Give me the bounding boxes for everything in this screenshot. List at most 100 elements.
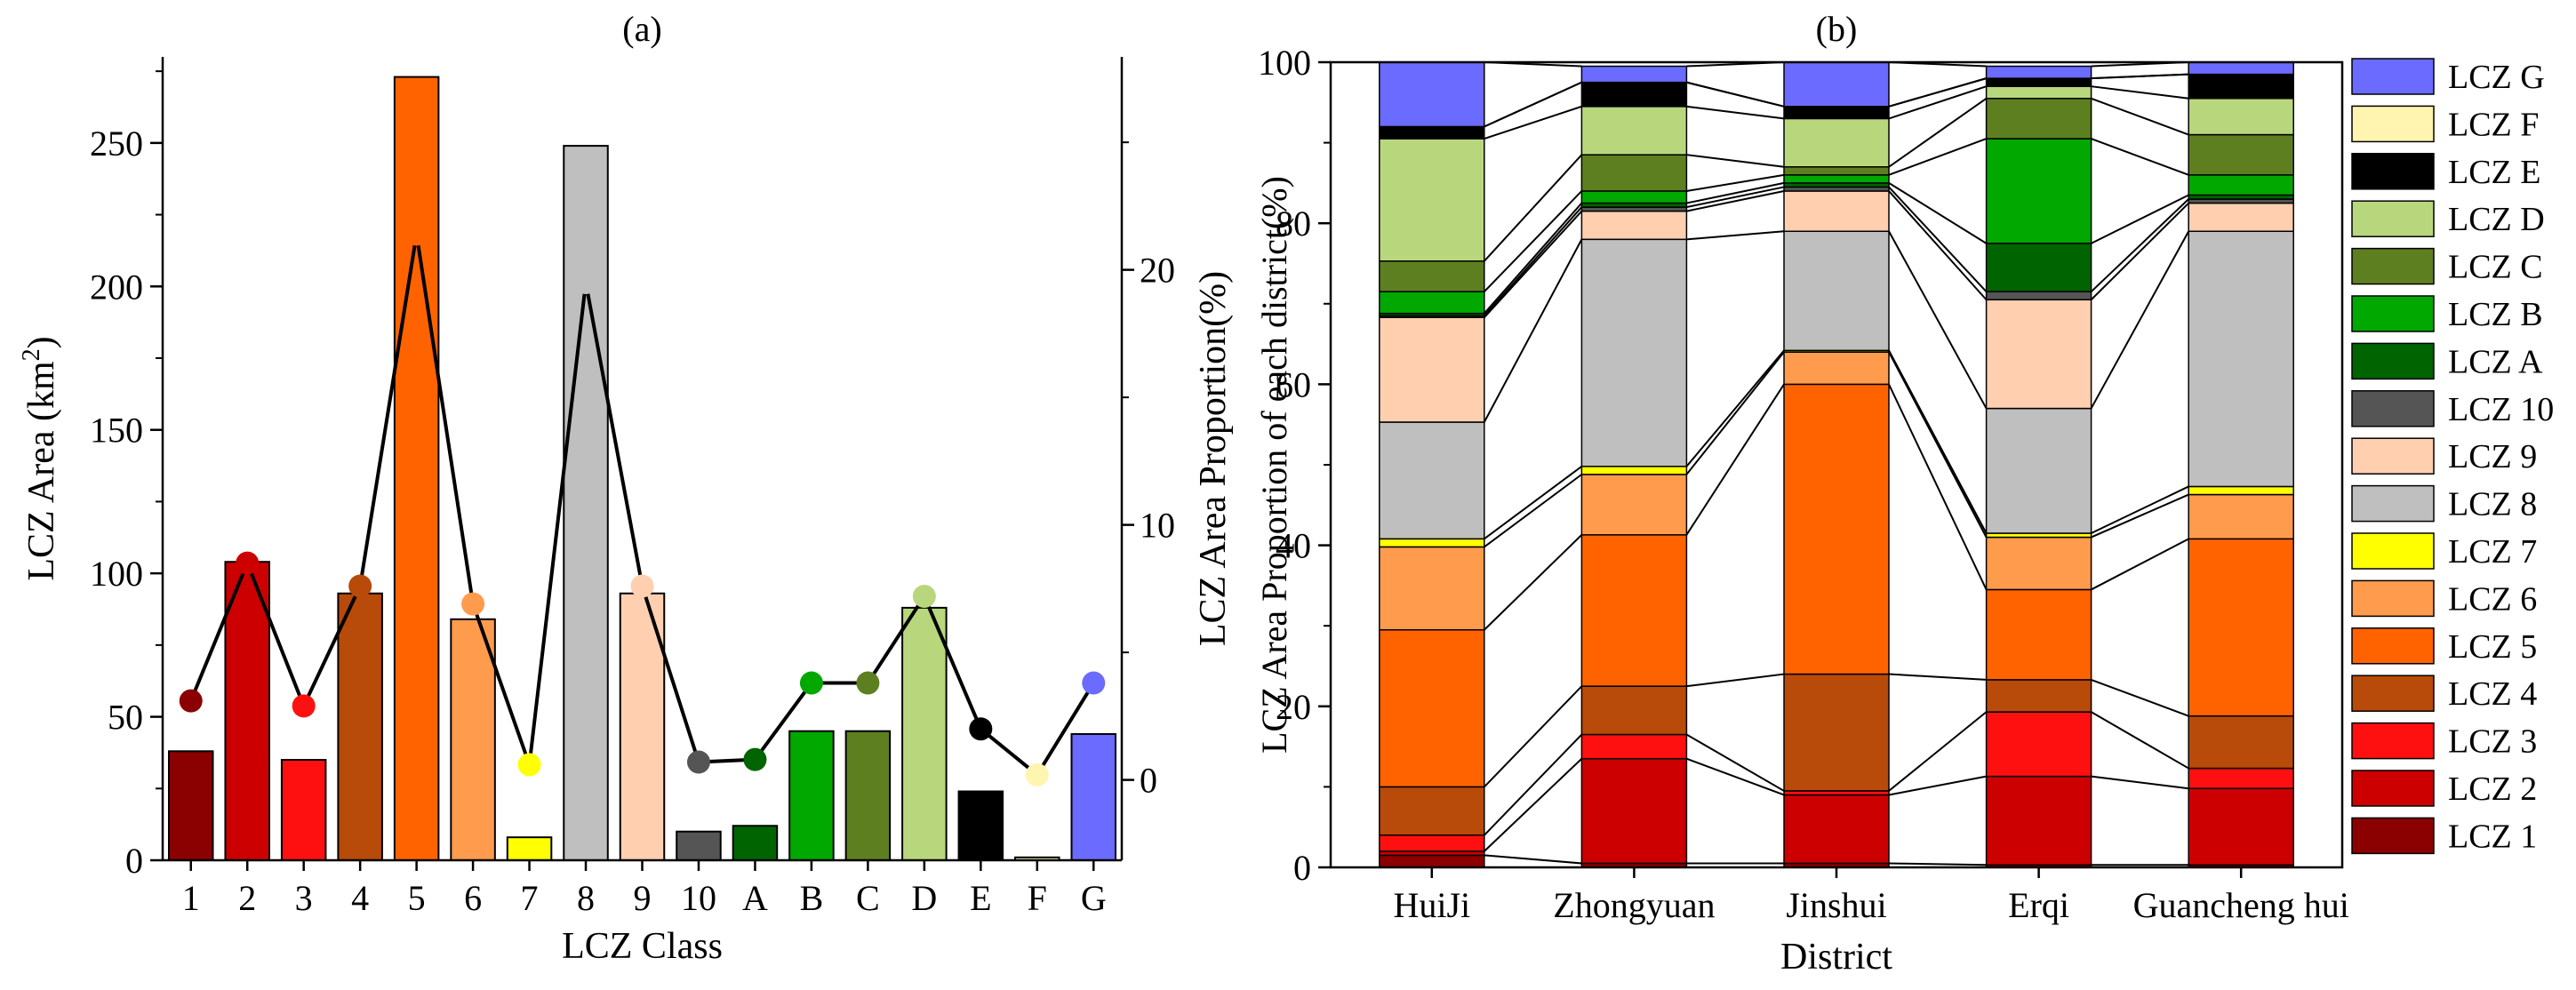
segment-Jinshui-LCZ-5 — [1783, 383, 1890, 675]
x-tick-label-8: 8 — [577, 878, 595, 918]
connector-line — [1484, 81, 1582, 128]
legend-swatch-LCZ-1 — [2351, 817, 2435, 855]
connector-line — [1484, 206, 1583, 317]
segment-HuiJi-LCZ-C — [1379, 260, 1485, 292]
bar-2 — [224, 561, 270, 861]
segment-Zhongyuan-LCZ-3 — [1580, 733, 1688, 760]
connector-line — [1484, 757, 1583, 852]
connector-line — [1888, 230, 1988, 410]
connector-line — [1483, 238, 1583, 423]
segment-Jinshui-LCZ-G — [1783, 61, 1890, 108]
segment-HuiJi-LCZ-9 — [1379, 316, 1485, 423]
panel-b-chart: 0 20 40 60 80 100 HuiJi Zhongyuan Jinshui Erqi Gua… — [1254, 9, 2554, 978]
segment-Erqi-LCZ-2 — [1985, 775, 2092, 866]
segment-Jinshui-LCZ-9 — [1783, 190, 1890, 233]
x-tick-label-D: D — [911, 878, 937, 918]
legend-swatch-LCZ-3 — [2351, 722, 2435, 760]
connector-line — [1888, 138, 1987, 176]
x-tick-label-10: 10 — [681, 878, 716, 918]
proportion-point-10 — [686, 750, 710, 774]
x-tick-label-A: A — [742, 878, 768, 918]
segment-HuiJi-LCZ-1 — [1379, 854, 1485, 868]
connector-line — [1484, 202, 1583, 315]
segment-Guancheng-hui-LCZ-8 — [2188, 230, 2294, 488]
connector-line — [2090, 198, 2189, 292]
proportion-point-9 — [630, 574, 654, 598]
segment-Zhongyuan-LCZ-5 — [1580, 534, 1688, 687]
connector-line — [1888, 85, 1987, 120]
x-tick-label-HuiJi: HuiJi — [1393, 885, 1470, 925]
connector-line — [1484, 854, 1582, 865]
connector-line — [1686, 189, 1785, 212]
x-tick-label-9: 9 — [634, 878, 652, 918]
segment-Jinshui-LCZ-2 — [1783, 794, 1890, 865]
panel-b-title: (b) — [1816, 9, 1858, 49]
y-axis-label-close: ) — [21, 336, 62, 348]
connector-line — [1888, 673, 1987, 681]
y2-tick-label: 0 — [1140, 761, 1157, 801]
y2-tick-label: 20 — [1140, 251, 1175, 291]
legend-label-LCZ-9: LCZ 9 — [2448, 438, 2537, 475]
segment-Guancheng-hui-LCZ-7 — [2188, 485, 2294, 496]
segment-Zhongyuan-LCZ-9 — [1580, 210, 1688, 241]
segment-HuiJi-LCZ-E — [1379, 125, 1485, 140]
x-tick-label-Guancheng-hui: Guancheng hui — [2133, 885, 2349, 925]
legend-label-LCZ-F: LCZ F — [2448, 106, 2539, 143]
segment-Erqi-LCZ-B — [1985, 138, 2092, 244]
bar-6 — [450, 618, 496, 861]
proportion-point-4 — [348, 574, 372, 598]
connector-line — [1484, 534, 1583, 631]
bar-9 — [619, 592, 666, 861]
segment-HuiJi-LCZ-5 — [1379, 628, 1485, 788]
legend-label-LCZ-G: LCZ G — [2448, 59, 2545, 96]
segment-Zhongyuan-LCZ-G — [1580, 65, 1688, 84]
proportion-point-E — [969, 717, 993, 741]
segment-Jinshui-LCZ-D — [1783, 117, 1890, 168]
legend-swatch-LCZ-8 — [2351, 484, 2435, 523]
segment-Erqi-LCZ-A — [1985, 243, 2092, 292]
legend-label-LCZ-7: LCZ 7 — [2448, 533, 2537, 571]
segment-HuiJi-LCZ-6 — [1379, 546, 1485, 631]
connector-line — [1484, 733, 1583, 836]
proportion-point-8 — [574, 270, 598, 294]
x-tick-label-G: G — [1081, 878, 1107, 918]
segment-Guancheng-hui-LCZ-9 — [2188, 202, 2294, 233]
segment-Zhongyuan-LCZ-8 — [1580, 238, 1688, 467]
legend-swatch-LCZ-2 — [2351, 770, 2435, 807]
proportion-point-7 — [517, 753, 541, 777]
segment-Erqi-LCZ-8 — [1985, 407, 2092, 534]
x-tick-label-3: 3 — [295, 878, 313, 918]
legend-label-LCZ-5: LCZ 5 — [2448, 628, 2537, 666]
segment-Jinshui-LCZ-C — [1783, 166, 1890, 176]
connector-line — [1888, 349, 1988, 534]
connector-line — [1888, 186, 1988, 292]
legend-label-LCZ-10: LCZ 10 — [2448, 391, 2554, 428]
y-tick-label: 40 — [1276, 526, 1311, 566]
y-tick-label: 80 — [1276, 204, 1311, 244]
legend-label-LCZ-3: LCZ 3 — [2448, 723, 2537, 761]
bar-A — [732, 825, 779, 861]
bar-5 — [393, 76, 440, 862]
y-tick-label: 20 — [1276, 687, 1311, 727]
segment-Erqi-LCZ-9 — [1985, 299, 2092, 410]
legend-label-LCZ-E: LCZ E — [2448, 154, 2540, 191]
segment-Erqi-LCZ-E — [1985, 77, 2092, 87]
segment-Zhongyuan-LCZ-C — [1580, 154, 1688, 192]
segment-Guancheng-hui-LCZ-6 — [2188, 493, 2294, 540]
x-tick-label-2: 2 — [238, 878, 256, 918]
legend-swatch-LCZ-E — [2351, 153, 2435, 190]
y-tick-label: 250 — [90, 124, 143, 164]
y-tick-label: 200 — [90, 267, 143, 307]
y-axis-label: LCZ Area (km2) — [18, 336, 62, 580]
segment-Guancheng-hui-LCZ-C — [2188, 133, 2294, 176]
segment-Zhongyuan-LCZ-B — [1580, 190, 1688, 204]
segment-Jinshui-LCZ-B — [1783, 174, 1890, 184]
proportion-point-D — [912, 584, 936, 608]
x-tick-label-Zhongyuan: Zhongyuan — [1553, 885, 1715, 925]
segment-HuiJi-LCZ-4 — [1379, 786, 1485, 836]
proportion-point-5 — [404, 222, 428, 246]
proportion-point-B — [799, 671, 823, 695]
proportion-point-C — [856, 671, 880, 695]
connector-line — [2091, 678, 2189, 717]
